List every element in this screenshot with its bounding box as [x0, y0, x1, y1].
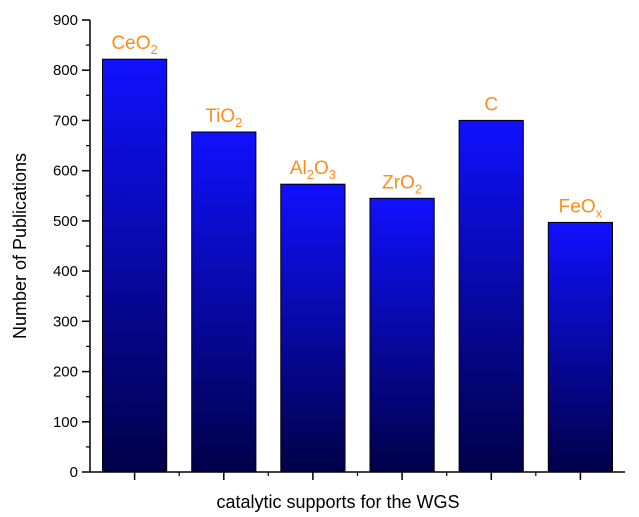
- bar-label-ceo2: CeO2: [111, 33, 157, 57]
- bar-label-al2o3: Al2O3: [290, 158, 336, 182]
- bar-label-c: C: [484, 94, 498, 115]
- bar-label-tio2: TiO2: [205, 106, 242, 130]
- y-tick-label: 900: [53, 12, 78, 29]
- y-tick-label: 800: [53, 62, 78, 79]
- y-axis-title: Number of Publications: [10, 153, 30, 339]
- y-tick-label: 200: [53, 364, 78, 381]
- y-tick-label: 600: [53, 163, 78, 180]
- x-ticks-group: [133, 472, 582, 480]
- bar-c: [458, 119, 524, 473]
- bar-feox: [547, 221, 613, 473]
- bar-labels-group: CeO2 TiO2 Al2O3 ZrO2 C FeOx: [111, 33, 602, 220]
- y-tick-label: 0: [70, 464, 78, 481]
- y-tick-label: 400: [53, 263, 78, 280]
- bar-zro2: [369, 197, 435, 473]
- axes-group: [89, 20, 625, 473]
- bars-group: [102, 58, 613, 473]
- bar-label-feox: FeOx: [559, 196, 603, 220]
- y-ticks-group: 0 100 200 300 400 500 600 700 800 900: [53, 12, 90, 481]
- x-axis-title: catalytic supports for the WGS: [216, 492, 459, 512]
- y-tick-label: 700: [53, 112, 78, 129]
- bar-tio2: [191, 131, 257, 473]
- bar-label-zro2: ZrO2: [382, 172, 422, 196]
- y-tick-label: 500: [53, 213, 78, 230]
- y-tick-label: 300: [53, 313, 78, 330]
- bar-ceo2: [102, 58, 168, 473]
- y-tick-label: 100: [53, 414, 78, 431]
- bar-al2o3: [280, 183, 346, 473]
